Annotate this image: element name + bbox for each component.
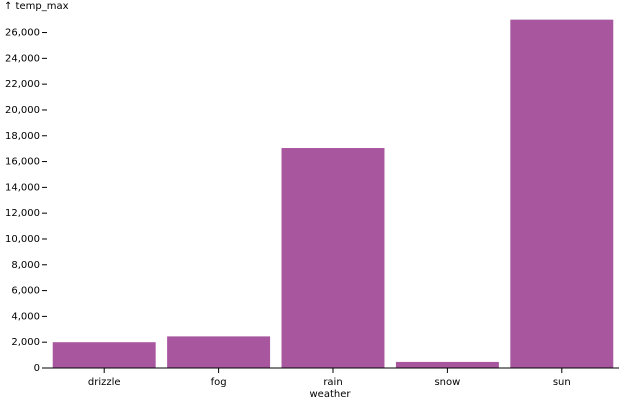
y-tick-label: 14,000 <box>5 182 40 193</box>
y-tick-label: 4,000 <box>11 311 40 322</box>
x-tick-label: drizzle <box>88 377 121 388</box>
x-axis-label: weather <box>310 389 352 400</box>
y-tick-label: 20,000 <box>5 105 40 116</box>
y-tick-label: 8,000 <box>11 260 40 271</box>
y-tick-label: 16,000 <box>5 157 40 168</box>
y-tick-label: 18,000 <box>5 131 40 142</box>
bar <box>167 336 271 368</box>
y-tick-label: 2,000 <box>11 337 40 348</box>
y-tick-label: 12,000 <box>5 208 40 219</box>
y-tick-label: 10,000 <box>5 234 40 245</box>
y-tick-label: 6,000 <box>11 286 40 297</box>
y-tick-label: 0 <box>34 363 40 374</box>
bar <box>52 342 156 368</box>
bar <box>510 19 614 368</box>
bar <box>281 148 385 368</box>
y-tick-label: 22,000 <box>5 79 40 90</box>
y-axis-label: ↑ temp_max <box>4 1 69 12</box>
y-tick-label: 24,000 <box>5 53 40 64</box>
x-tick-label: sun <box>553 377 571 388</box>
y-tick-label: 26,000 <box>5 28 40 39</box>
x-tick-label: rain <box>323 377 342 388</box>
x-tick-label: fog <box>211 377 227 388</box>
bar <box>395 361 499 368</box>
x-tick-label: snow <box>434 377 460 388</box>
